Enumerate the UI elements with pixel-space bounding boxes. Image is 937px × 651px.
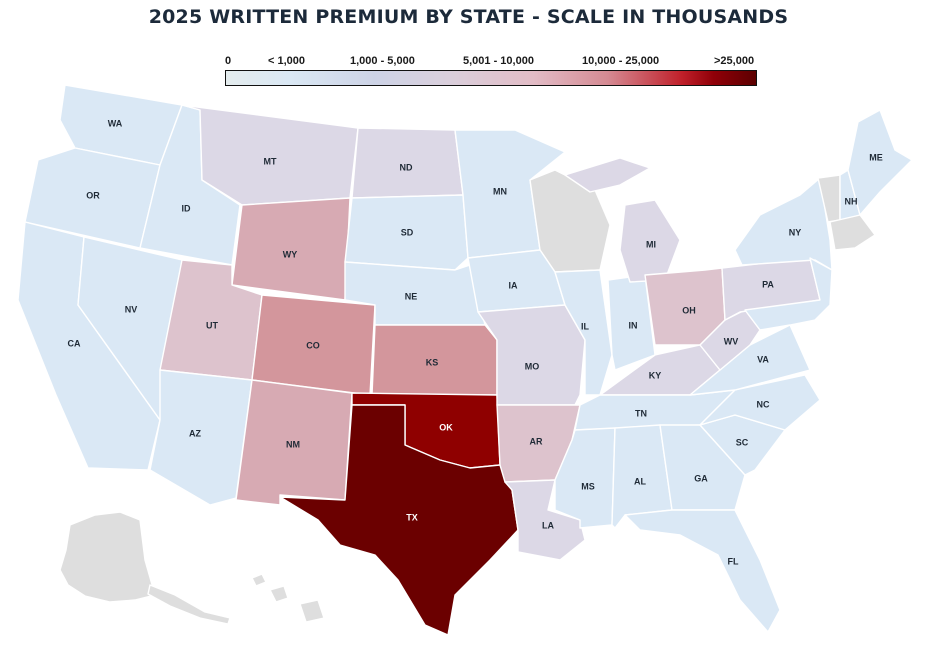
- legend-label-gt-25000: >25,000: [714, 55, 755, 67]
- state-NJ-MD-DE: [744, 257, 833, 331]
- label-UT: UT: [206, 320, 218, 330]
- label-GA: GA: [694, 473, 708, 483]
- label-KY: KY: [649, 370, 662, 380]
- state-AZ[interactable]: [149, 369, 253, 506]
- label-NM: NM: [286, 439, 300, 449]
- state-HI-3: [299, 599, 325, 623]
- label-KS: KS: [426, 357, 439, 367]
- label-IA: IA: [509, 280, 519, 290]
- legend-label-5001-10000: 5,001 - 10,000: [463, 55, 534, 67]
- label-CA: CA: [68, 338, 81, 348]
- label-WV: WV: [724, 336, 739, 346]
- label-ME: ME: [869, 152, 883, 162]
- label-LA: LA: [542, 520, 554, 530]
- label-CO: CO: [306, 340, 320, 350]
- state-ME[interactable]: [847, 109, 913, 216]
- label-TN: TN: [635, 408, 647, 418]
- label-TX: TX: [406, 512, 418, 522]
- legend-label-10000-25000: 10,000 - 25,000: [582, 55, 660, 67]
- label-NH: NH: [845, 196, 858, 206]
- label-OK: OK: [439, 422, 453, 432]
- state-AK[interactable]: [59, 511, 156, 603]
- label-SC: SC: [736, 437, 749, 447]
- label-NE: NE: [405, 291, 418, 301]
- state-AK-islands: [147, 584, 231, 625]
- label-NV: NV: [125, 304, 138, 314]
- label-NY: NY: [789, 227, 802, 237]
- label-VA: VA: [757, 354, 769, 364]
- label-MO: MO: [525, 361, 540, 371]
- label-MT: MT: [264, 156, 277, 166]
- label-SD: SD: [401, 227, 414, 237]
- state-MI-UP[interactable]: [564, 157, 651, 193]
- map-title: 2025 WRITTEN PREMIUM BY STATE - SCALE IN…: [148, 6, 789, 28]
- legend-label-lt-1000: < 1,000: [268, 55, 306, 67]
- label-PA: PA: [762, 279, 774, 289]
- label-ID: ID: [182, 203, 192, 213]
- state-MA-CT-RI: [829, 214, 876, 251]
- state-NY[interactable]: [734, 177, 833, 271]
- label-MS: MS: [581, 481, 595, 491]
- state-GA[interactable]: [659, 424, 746, 511]
- state-IL[interactable]: [554, 269, 613, 396]
- legend-label-1000-5000: 1,000 - 5,000: [350, 55, 415, 67]
- state-FL[interactable]: [624, 509, 781, 633]
- label-MI: MI: [646, 239, 656, 249]
- legend-color-scale: [225, 70, 757, 86]
- label-OH: OH: [682, 305, 696, 315]
- state-HI-2: [269, 585, 289, 603]
- label-AL: AL: [634, 476, 646, 486]
- label-OR: OR: [86, 190, 100, 200]
- label-AR: AR: [530, 436, 543, 446]
- label-FL: FL: [728, 556, 739, 566]
- legend-label-0: 0: [225, 55, 232, 67]
- state-SD[interactable]: [344, 194, 469, 271]
- label-WY: WY: [283, 249, 298, 259]
- label-NC: NC: [757, 399, 770, 409]
- label-WA: WA: [108, 118, 123, 128]
- label-ND: ND: [400, 162, 413, 172]
- state-TX[interactable]: [279, 404, 519, 636]
- state-OR[interactable]: [24, 147, 161, 249]
- state-LA[interactable]: [504, 479, 586, 561]
- label-IN: IN: [629, 320, 638, 330]
- label-MN: MN: [493, 186, 507, 196]
- label-AZ: AZ: [189, 428, 201, 438]
- state-HI-1: [251, 573, 267, 587]
- label-IL: IL: [581, 321, 590, 331]
